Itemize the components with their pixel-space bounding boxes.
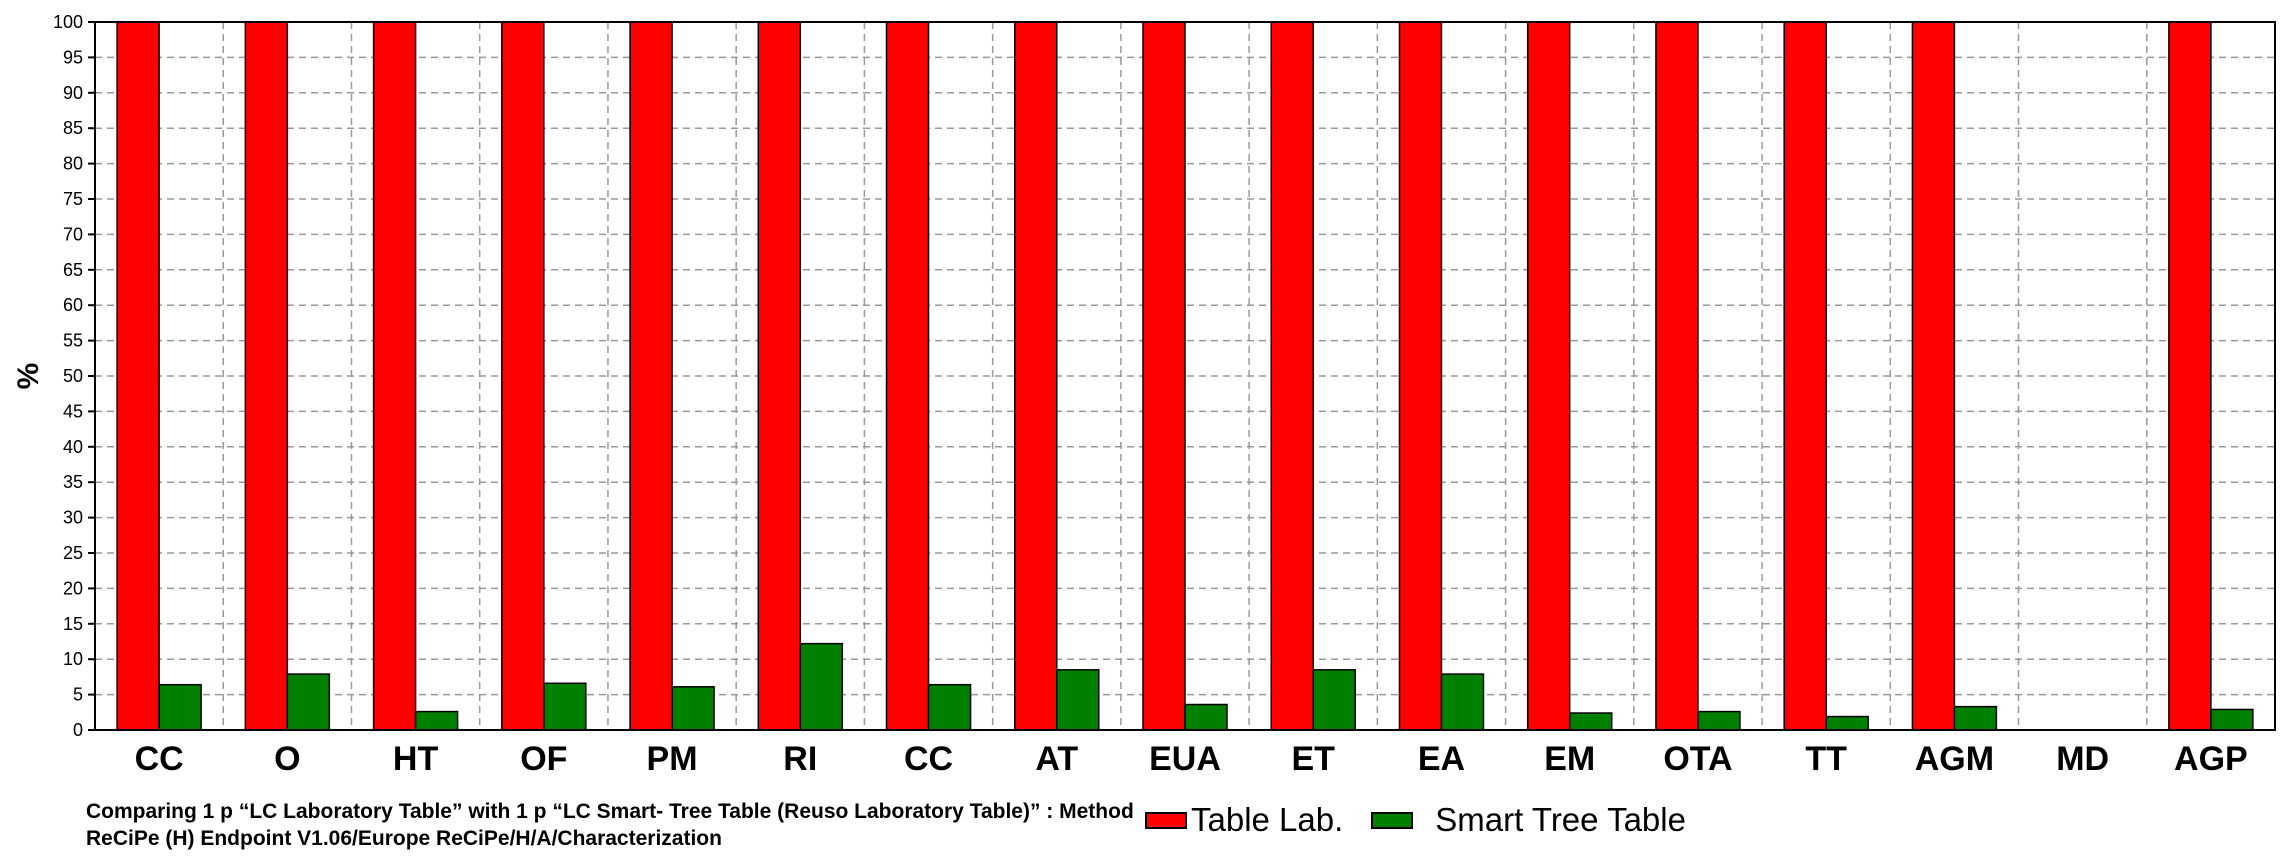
bar-smart-tree-table-of <box>543 682 587 731</box>
bar-table-lab-of <box>501 21 545 731</box>
x-tick-label: CC <box>904 740 953 778</box>
bar-smart-tree-table-agp <box>2210 708 2254 731</box>
bar-smart-tree-table-cc <box>158 683 202 731</box>
bar-smart-tree-table-o <box>286 673 331 731</box>
x-tick-label: O <box>274 740 300 778</box>
y-tick-label: 80 <box>63 154 83 174</box>
x-tick-label: EA <box>1418 740 1465 778</box>
bar-table-lab-o <box>244 21 289 731</box>
bar-table-lab-ht <box>372 21 417 731</box>
bar-smart-tree-table-em <box>1568 712 1613 731</box>
y-axis-label: % <box>12 363 45 390</box>
y-tick-label: 75 <box>63 189 83 209</box>
y-tick-label: 70 <box>63 224 83 244</box>
y-tick-label: 0 <box>73 720 83 740</box>
y-tick-label: 60 <box>63 295 83 315</box>
legend-swatch-smart-tree-table <box>1371 811 1414 829</box>
legend-item-table-lab: Table Lab. <box>1145 801 1343 839</box>
x-tick-label: ET <box>1292 740 1336 778</box>
y-tick-label: 90 <box>63 83 83 103</box>
bar-smart-tree-table-at <box>1056 669 1100 731</box>
bar-smart-tree-table-ht <box>414 710 459 731</box>
legend-label-table-lab: Table Lab. <box>1191 801 1344 838</box>
y-tick-label: 40 <box>63 437 83 457</box>
y-tick-label: 55 <box>63 331 83 351</box>
bars <box>116 21 2254 731</box>
x-tick-label: CC <box>135 740 184 778</box>
bar-table-lab-eua <box>1142 21 1186 731</box>
legend: Table Lab. Smart Tree Table <box>1145 795 1708 845</box>
x-tick-label: EUA <box>1149 740 1221 778</box>
bar-table-lab-agp <box>2168 21 2212 731</box>
x-tick-label: AT <box>1035 740 1078 778</box>
bar-table-lab-em <box>1526 21 1571 731</box>
chart-caption: Comparing 1 p “LC Laboratory Table” with… <box>86 800 1134 850</box>
bar-smart-tree-table-ri <box>799 642 844 731</box>
bar-table-lab-et <box>1270 21 1314 731</box>
y-tick-label: 100 <box>53 12 83 32</box>
bar-table-lab-at <box>1014 21 1058 731</box>
y-tick-label: 45 <box>63 401 83 421</box>
legend-swatch-table-lab <box>1145 811 1187 829</box>
x-tick-label: TT <box>1805 740 1847 778</box>
y-tick-label: 5 <box>73 685 83 705</box>
legend-label-smart-tree-table: Smart Tree Table <box>1435 801 1686 838</box>
x-tick-label: AGP <box>2174 740 2248 778</box>
bar-table-lab-pm <box>629 21 673 731</box>
bar-smart-tree-table-ea <box>1440 673 1485 731</box>
x-tick-label: AGM <box>1915 740 1994 778</box>
y-tick-label: 10 <box>63 649 83 669</box>
bar-smart-tree-table-cc <box>927 683 972 731</box>
x-tick-label: EM <box>1544 740 1595 778</box>
y-tick-label: 25 <box>63 543 83 563</box>
x-axis-labels: CC O HT OF PM RI CC AT EUA ET EA EM OTA TT AGM MD AGP <box>135 740 2248 778</box>
bar-table-lab-ri <box>757 21 802 731</box>
plot-frame <box>94 21 2276 731</box>
bar-table-lab-ota <box>1655 21 1699 731</box>
y-tick-label: 30 <box>63 508 83 528</box>
bar-table-lab-agm <box>1911 21 1956 731</box>
bar-table-lab-ea <box>1398 21 1443 731</box>
bar-chart: 0 5 10 15 20 25 30 35 40 45 50 55 60 65 70 75 80 85 90 95 10… <box>12 12 2276 778</box>
bar-smart-tree-table-ota <box>1697 710 1741 731</box>
bar-smart-tree-table-agm <box>1953 705 1998 731</box>
y-tick-label: 95 <box>63 47 83 67</box>
y-tick-label: 20 <box>63 578 83 598</box>
x-tick-label: PM <box>647 740 698 778</box>
legend-item-smart-tree-table: Smart Tree Table <box>1371 801 1686 839</box>
bar-table-lab-cc <box>885 21 930 731</box>
bar-table-lab-cc <box>116 21 160 731</box>
y-tick-label: 35 <box>63 472 83 492</box>
x-tick-label: OF <box>520 740 567 778</box>
x-tick-label: RI <box>783 740 817 778</box>
y-tick-label: 65 <box>63 260 83 280</box>
bar-table-lab-tt <box>1783 21 1827 731</box>
y-tick-label: 85 <box>63 118 83 138</box>
bar-smart-tree-table-eua <box>1184 703 1228 731</box>
x-tick-label: OTA <box>1663 740 1732 778</box>
y-tick-label: 15 <box>63 614 83 634</box>
bar-smart-tree-table-tt <box>1825 715 1869 731</box>
bar-smart-tree-table-et <box>1312 669 1356 731</box>
x-tick-label: HT <box>393 740 439 778</box>
y-tick-label: 50 <box>63 366 83 386</box>
x-tick-label: MD <box>2056 740 2109 778</box>
bar-smart-tree-table-pm <box>671 686 715 731</box>
y-axis-ticks: 0 5 10 15 20 25 30 35 40 45 50 55 60 65 70 75 80 85 90 95 10… <box>53 12 95 740</box>
